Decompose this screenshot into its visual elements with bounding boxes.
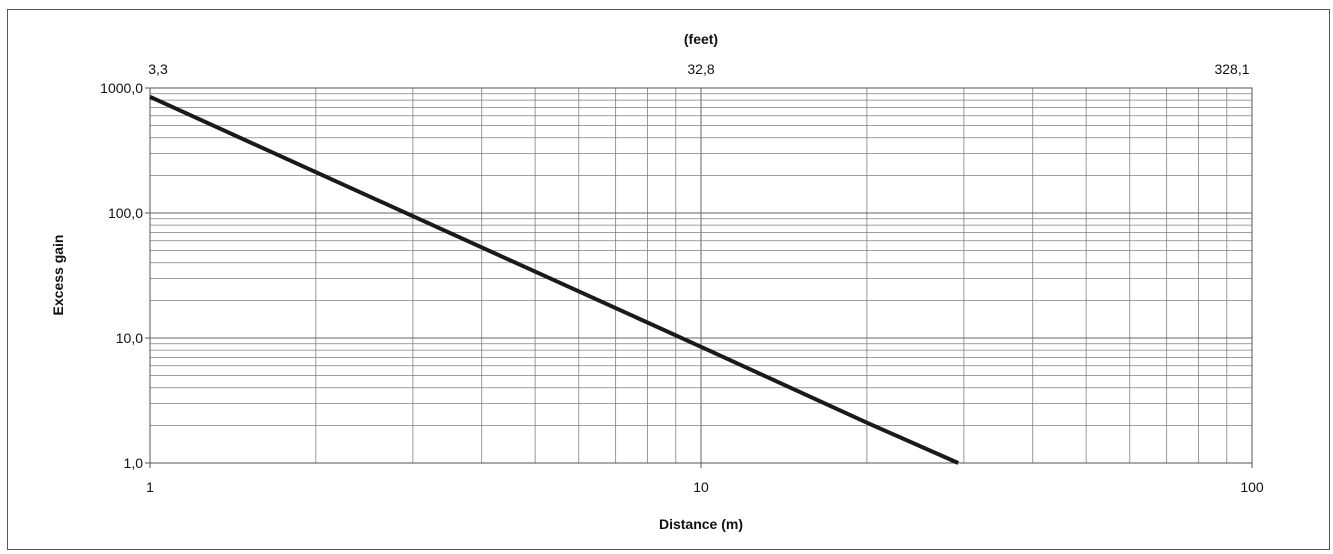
y-tick-label-10: 10,0 bbox=[116, 330, 143, 346]
x-tick-label-100: 100 bbox=[1240, 479, 1264, 495]
y-tick-label-1: 1,0 bbox=[124, 455, 144, 471]
y-tick-label-100: 100,0 bbox=[108, 205, 143, 221]
y-tick-label-1000: 1000,0 bbox=[100, 80, 143, 96]
top-tick-label-328-1: 328,1 bbox=[1214, 61, 1249, 77]
top-axis-title: (feet) bbox=[684, 31, 718, 47]
x-tick-label-1: 1 bbox=[146, 479, 154, 495]
x-axis-title: Distance (m) bbox=[659, 516, 743, 532]
y-axis-title: Excess gain bbox=[50, 235, 66, 316]
grid bbox=[145, 87, 1253, 468]
series-line-0 bbox=[149, 94, 960, 465]
series-layer bbox=[149, 94, 960, 465]
plot-area-border bbox=[149, 87, 1253, 464]
top-tick-label-3-3: 3,3 bbox=[148, 61, 168, 77]
x-tick-label-10: 10 bbox=[693, 479, 709, 495]
chart-frame bbox=[7, 9, 1330, 550]
top-tick-label-32-8: 32,8 bbox=[687, 61, 714, 77]
